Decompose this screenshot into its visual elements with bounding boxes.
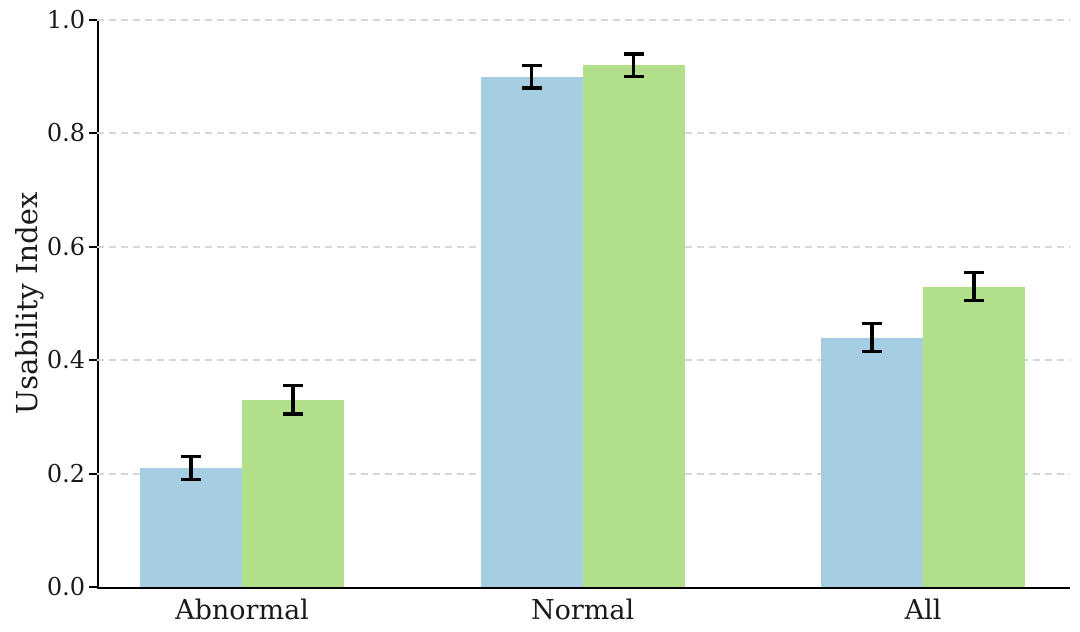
error-bar-cap [964, 298, 985, 303]
error-bar-line [189, 456, 193, 480]
plot-area: 0.0 0.2 0.4 0.6 0.8 1.0 Abnormal Normal All [47, 8, 1070, 625]
bar-all-green-series [923, 286, 1026, 587]
error-bar-cap [282, 383, 303, 388]
y-tick-label: 0.8 [46, 119, 85, 148]
bar-normal-green-series [582, 65, 685, 587]
bar-all-blue-series [821, 337, 924, 587]
y-tick-mark [89, 132, 97, 135]
x-tick-label-abnormal: Abnormal [175, 595, 309, 626]
bar-abnormal-green-series [241, 399, 344, 587]
error-bar-cap [623, 74, 644, 79]
error-bar-line [291, 385, 295, 415]
y-tick-mark [89, 19, 97, 21]
error-bar-line [631, 54, 636, 77]
x-tick-label-all: All [904, 595, 942, 626]
error-bar-cap [862, 321, 883, 326]
error-bar-cap [964, 270, 985, 275]
y-tick-label: 0.0 [46, 573, 85, 601]
y-tick-label: 0.6 [46, 232, 85, 261]
y-axis-spine [97, 20, 99, 587]
y-tick-mark [89, 586, 97, 588]
error-bar-cap [180, 477, 201, 482]
error-bar-cap [623, 52, 644, 56]
error-bar-cap [521, 86, 542, 90]
error-bar-cap [521, 63, 542, 68]
error-bar-cap [862, 349, 883, 354]
y-tick-label: 1.0 [46, 6, 85, 34]
error-bar-line [870, 323, 874, 352]
y-axis-title: Usability Index [10, 191, 44, 415]
error-bar-cap [282, 412, 303, 416]
error-bar-line [972, 272, 976, 301]
y-tick-label: 0.4 [46, 346, 85, 375]
y-tick-mark [89, 245, 97, 248]
error-bar-line [529, 65, 534, 89]
y-tick-mark [89, 359, 97, 362]
y-tick-mark [89, 472, 97, 475]
bar-normal-blue-series [480, 76, 583, 587]
error-bar-cap [180, 454, 201, 459]
bar-abnormal-blue-series [139, 467, 242, 587]
gridline-y-1.0 [97, 19, 1070, 21]
y-tick-label: 0.2 [46, 459, 85, 488]
x-axis-spine [97, 587, 1070, 589]
x-tick-label-normal: Normal [530, 595, 635, 626]
